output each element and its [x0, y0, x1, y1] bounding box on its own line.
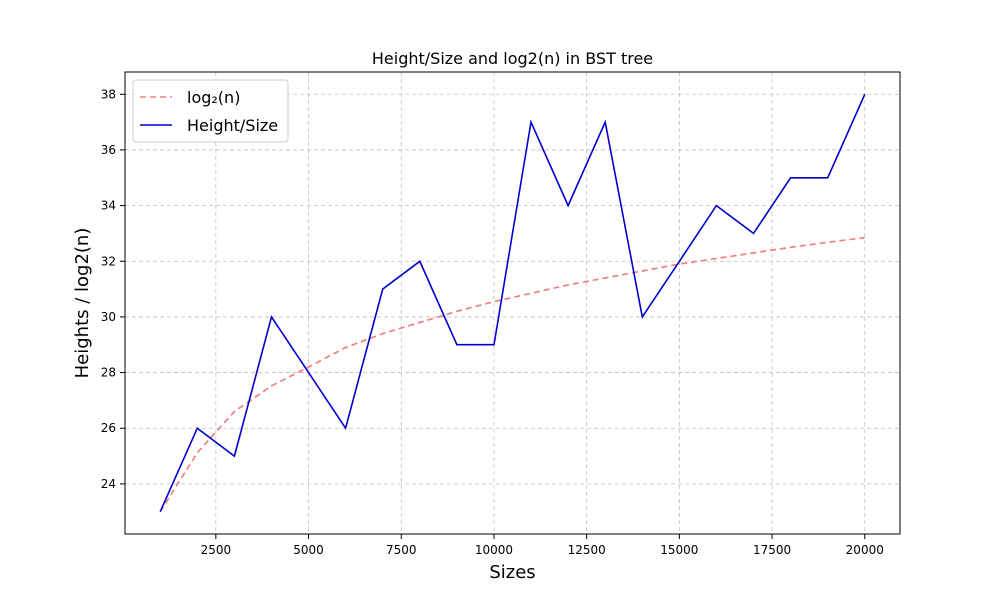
x-axis-label: Sizes: [489, 562, 535, 583]
x-tick-label: 17500: [753, 543, 791, 557]
y-tick-label: 30: [101, 310, 116, 324]
y-axis-label: Heights / log2(n): [72, 228, 93, 379]
series-line-height: [159, 93, 866, 513]
y-tick-label: 26: [101, 421, 116, 435]
legend-label-height: Height/Size: [187, 116, 278, 135]
ticks: 2500 5000 7500 10000 12500 15000 17500 20000 24 2…: [101, 87, 884, 557]
y-tick-label: 38: [101, 87, 116, 101]
grid: [125, 72, 900, 534]
y-tick-label: 34: [101, 199, 116, 213]
chart-title: Height/Size and log2(n) in BST tree: [372, 49, 653, 68]
x-tick-label: 15000: [660, 543, 698, 557]
x-tick-label: 20000: [846, 543, 884, 557]
y-tick-label: 32: [101, 254, 116, 268]
legend-box: [132, 79, 289, 143]
series-layer: [159, 93, 866, 513]
x-tick-label: 7500: [386, 543, 417, 557]
x-tick-label: 12500: [568, 543, 606, 557]
legend-label-log2: log₂(n): [187, 88, 240, 107]
x-tick-label: 5000: [293, 543, 324, 557]
y-tick-label: 36: [101, 143, 116, 157]
y-tick-label: 24: [101, 477, 116, 491]
y-tick-label: 28: [101, 366, 116, 380]
plot-frame: [124, 71, 901, 535]
x-tick-label: 10000: [475, 543, 513, 557]
legend: log₂(n) Height/Size: [132, 79, 289, 143]
x-tick-label: 2500: [201, 543, 232, 557]
